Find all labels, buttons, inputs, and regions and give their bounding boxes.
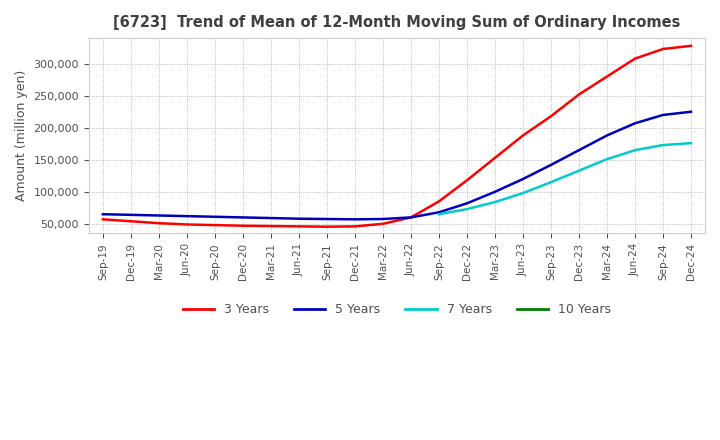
Legend: 3 Years, 5 Years, 7 Years, 10 Years: 3 Years, 5 Years, 7 Years, 10 Years xyxy=(178,298,616,321)
Title: [6723]  Trend of Mean of 12-Month Moving Sum of Ordinary Incomes: [6723] Trend of Mean of 12-Month Moving … xyxy=(113,15,680,30)
Y-axis label: Amount (million yen): Amount (million yen) xyxy=(15,70,28,202)
